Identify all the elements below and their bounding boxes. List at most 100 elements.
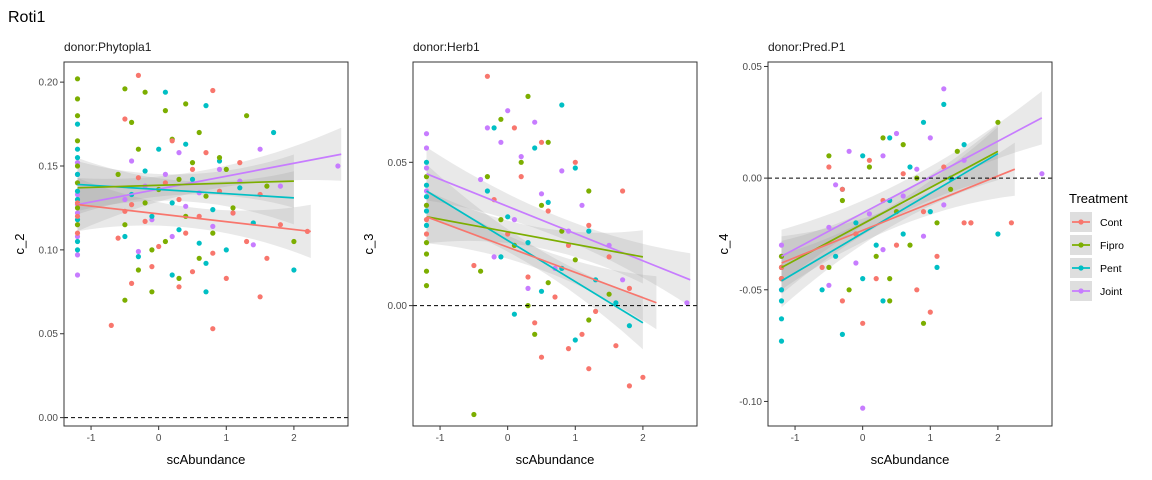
data-point-pent xyxy=(927,209,933,215)
data-point-pent xyxy=(484,188,490,194)
fit-line-cont xyxy=(77,203,311,233)
data-point-pent xyxy=(900,231,906,237)
data-point-pent xyxy=(149,213,155,219)
data-point-joint xyxy=(250,242,256,248)
data-point-joint xyxy=(135,248,141,255)
legend: Treatment Cont Fipro Pent Joint xyxy=(1069,191,1128,301)
data-point-cont xyxy=(169,138,175,144)
data-point-fipro xyxy=(907,242,913,248)
data-point-joint xyxy=(846,148,852,154)
data-point-pent xyxy=(169,200,175,206)
data-point-pent xyxy=(505,214,511,220)
data-point-pent xyxy=(873,242,879,248)
data-point-pent xyxy=(907,164,913,170)
data-point-joint xyxy=(511,217,517,223)
data-point-fipro xyxy=(498,217,504,223)
data-point-fipro xyxy=(122,297,128,303)
fit-line-fipro xyxy=(77,180,294,189)
data-point-fipro xyxy=(74,163,81,169)
data-point-fipro xyxy=(826,153,832,159)
data-point-joint xyxy=(277,183,283,189)
panel-border xyxy=(767,61,1053,427)
data-point-fipro xyxy=(586,188,592,194)
data-point-fipro xyxy=(538,202,545,208)
data-point-cont xyxy=(552,294,558,300)
data-point-fipro xyxy=(934,220,940,226)
data-point-fipro xyxy=(162,108,168,114)
data-point-joint xyxy=(684,300,690,306)
panel-1: donor:Phytopla1 -1 0 1 2 0.00 0.05 0.10 0.15 0.20… xyxy=(12,40,349,467)
data-point-cont xyxy=(968,220,974,226)
data-point-fipro xyxy=(498,116,504,122)
x-axis-title: scAbundance xyxy=(167,452,246,467)
data-point-cont xyxy=(189,166,196,172)
data-point-cont xyxy=(277,222,283,228)
y-tick-label: 0.00 xyxy=(743,174,763,185)
x-tick-label: -1 xyxy=(436,433,445,444)
x-axis-title: scAbundance xyxy=(871,452,950,467)
data-point-joint xyxy=(914,166,920,172)
data-point-pent xyxy=(778,338,785,344)
data-point-pent xyxy=(491,125,497,131)
data-point-joint xyxy=(122,196,128,203)
data-point-cont xyxy=(819,264,825,270)
data-point-pent xyxy=(538,288,545,294)
data-point-joint xyxy=(826,224,832,230)
data-point-pent xyxy=(203,103,209,109)
data-point-cont xyxy=(532,320,538,326)
y-tick-label: 0.10 xyxy=(39,245,59,256)
legend-key-point xyxy=(1078,288,1084,294)
facet-panels: donor:Phytopla1 -1 0 1 2 0.00 0.05 0.10 0.15 0.20… xyxy=(12,40,1053,467)
panel-border xyxy=(63,61,349,427)
data-point-cont xyxy=(640,374,646,380)
data-point-fipro xyxy=(115,171,121,177)
data-point-pent xyxy=(74,121,81,127)
data-point-joint xyxy=(423,145,430,151)
fit-line-cont xyxy=(781,168,1016,264)
data-point-joint xyxy=(505,108,511,114)
x-tick-label: 2 xyxy=(640,433,646,444)
data-point-joint xyxy=(525,285,531,291)
data-point-cont xyxy=(613,343,619,349)
data-point-pent xyxy=(237,185,243,191)
data-point-cont xyxy=(961,220,967,226)
data-point-joint xyxy=(498,139,504,145)
figure-title: Roti1 xyxy=(8,9,45,26)
data-point-joint xyxy=(532,119,538,125)
data-point-fipro xyxy=(954,148,960,154)
data-point-pent xyxy=(860,276,866,282)
data-point-cont xyxy=(860,320,866,326)
data-point-cont xyxy=(606,254,612,260)
data-point-joint xyxy=(423,165,430,171)
data-point-fipro xyxy=(839,197,846,204)
data-point-fipro xyxy=(142,200,148,206)
legend-key-point xyxy=(1078,219,1084,225)
data-point-fipro xyxy=(264,183,270,189)
data-point-pent xyxy=(74,247,81,253)
data-point-pent xyxy=(176,227,182,233)
data-point-fipro xyxy=(880,135,886,141)
data-point-pent xyxy=(860,153,866,159)
data-point-pent xyxy=(887,135,893,141)
x-tick-label: 1 xyxy=(928,433,934,444)
data-point-cont xyxy=(176,196,182,203)
legend-key-cont: Cont xyxy=(1070,212,1122,232)
y-tick-label: 0.05 xyxy=(388,158,408,169)
data-point-cont xyxy=(108,322,114,328)
data-point-joint xyxy=(880,247,886,253)
y-tick-label: 0.05 xyxy=(743,62,763,73)
data-point-cont xyxy=(115,235,121,241)
data-point-cont xyxy=(135,72,141,78)
data-point-cont xyxy=(866,157,873,163)
data-point-cont xyxy=(471,262,477,269)
legend-key-pent: Pent xyxy=(1070,258,1122,278)
data-point-cont xyxy=(74,213,81,219)
data-point-pent xyxy=(169,272,175,278)
panel-title: donor:Herb1 xyxy=(413,40,480,54)
data-point-joint xyxy=(484,125,490,131)
x-tick-label: -1 xyxy=(87,433,96,444)
data-point-fipro xyxy=(525,93,531,99)
data-point-fipro xyxy=(149,247,155,253)
panel-title: donor:Phytopla1 xyxy=(64,40,152,54)
data-point-joint xyxy=(927,135,933,141)
